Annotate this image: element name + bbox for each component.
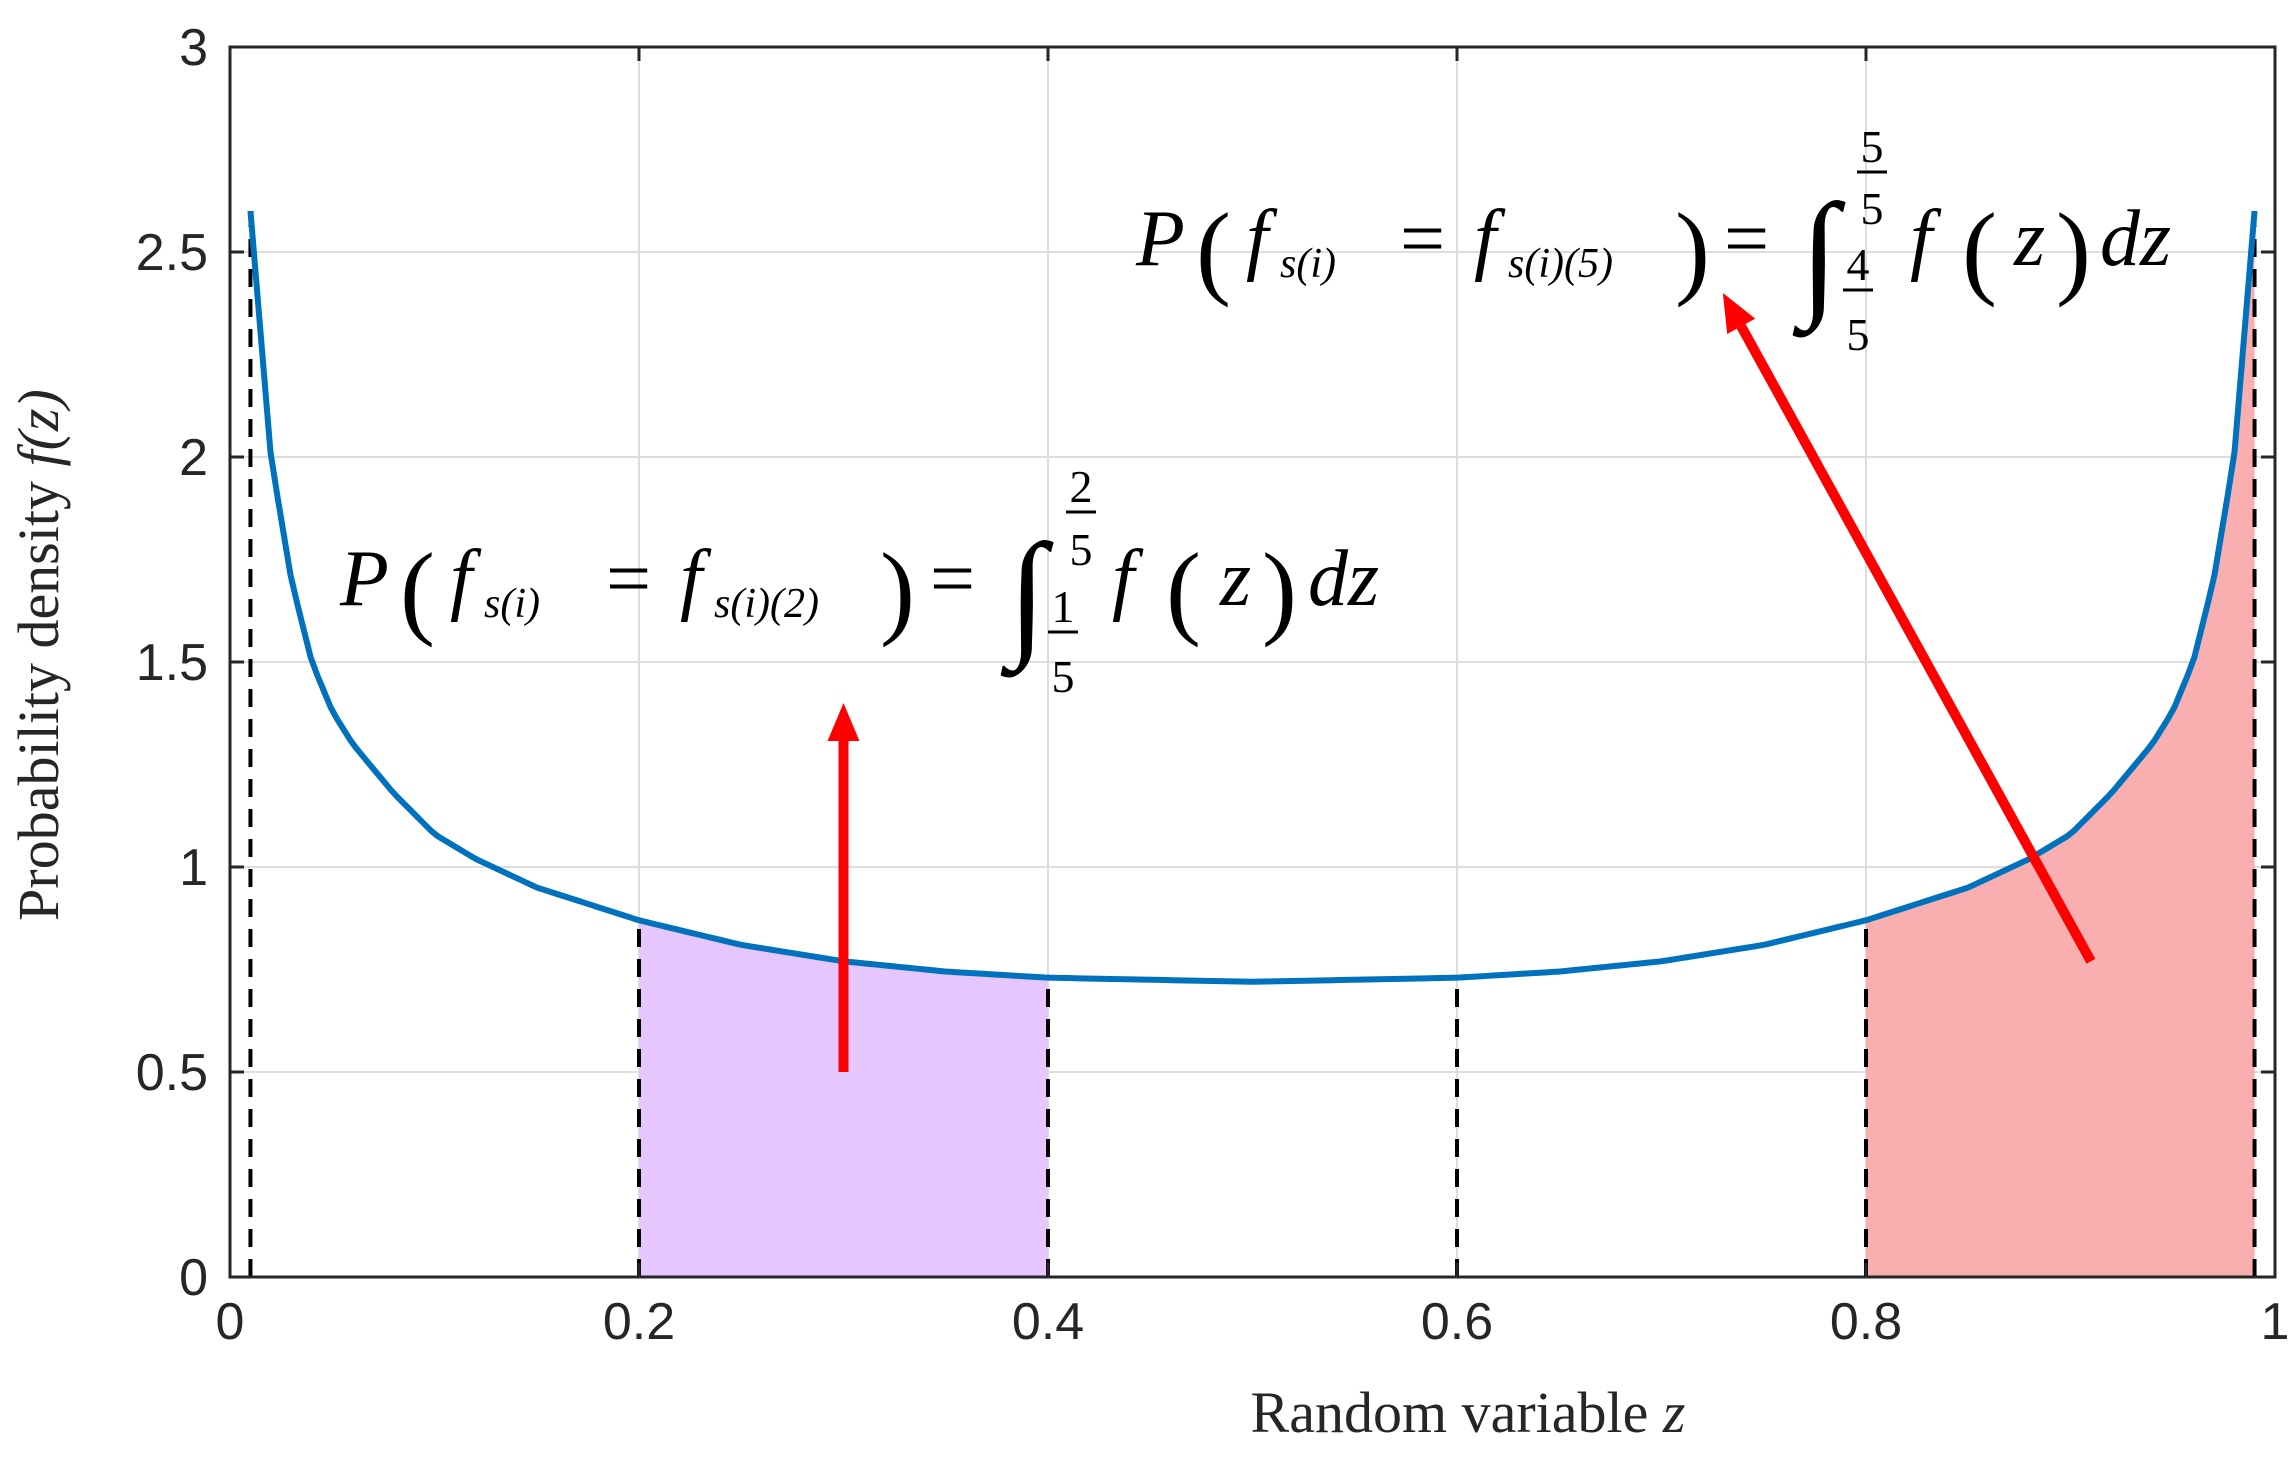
y-axis-label-fn: f(z) bbox=[6, 389, 71, 466]
eq2-lower-den: 5 bbox=[1847, 309, 1870, 360]
eq1-dz: dz bbox=[1308, 535, 1379, 623]
y-axis-label: Probability density f(z) bbox=[6, 389, 71, 921]
x-tick-label: 0.2 bbox=[603, 1293, 675, 1351]
x-tick-label: 0.6 bbox=[1421, 1293, 1493, 1351]
eq2-var: z bbox=[2013, 195, 2045, 283]
x-axis-label: Random variable z bbox=[1251, 1380, 1686, 1445]
y-tick-label: 2.5 bbox=[136, 224, 208, 282]
eq1-var: z bbox=[1219, 535, 1251, 623]
y-tick-label: 3 bbox=[179, 19, 208, 77]
x-tick-label: 0.8 bbox=[1830, 1293, 1902, 1351]
vertical-dashed-lines bbox=[248, 211, 2257, 1277]
shaded-regions bbox=[639, 211, 2255, 1277]
eq2-rhs-sub: s(i)(5) bbox=[1508, 241, 1613, 287]
grid-lines bbox=[230, 47, 2275, 1277]
eq1-prob: P bbox=[339, 535, 389, 623]
eq1-eq2: = bbox=[930, 535, 975, 623]
eq1-paren-close: ) bbox=[880, 531, 915, 648]
density-curve-line bbox=[247, 210, 2258, 985]
tick-labels: 0 0.2 0.4 0.6 0.8 1 0 0.5 1 1.5 2 2.5 3 bbox=[136, 19, 2290, 1351]
eq1-paren2-close: ) bbox=[1262, 531, 1297, 648]
y-tick-label: 1 bbox=[179, 839, 208, 897]
eq1-eq: = bbox=[606, 535, 651, 623]
eq1-rhs-sub: s(i)(2) bbox=[714, 581, 819, 627]
eq2-integral-icon: ∫ bbox=[1792, 176, 1846, 338]
eq2-paren-open: ( bbox=[1196, 191, 1231, 308]
x-tick-label: 0.4 bbox=[1012, 1293, 1084, 1351]
annotation-arrows bbox=[827, 293, 2096, 1072]
y-tick-label: 0.5 bbox=[136, 1044, 208, 1102]
eq1-paren-open: ( bbox=[400, 531, 435, 648]
x-axis-label-text: Random variable bbox=[1251, 1380, 1649, 1445]
eq2-eq: = bbox=[1400, 195, 1445, 283]
eq1-lhs-sub: s(i) bbox=[484, 581, 540, 627]
x-axis-label-var: z bbox=[1662, 1380, 1686, 1445]
eq2-upper-num: 5 bbox=[1861, 121, 1884, 172]
eq2-upper-den: 5 bbox=[1861, 183, 1884, 234]
annotation-arrow-2-head bbox=[1722, 293, 1756, 335]
eq1-lower-num: 1 bbox=[1052, 581, 1075, 632]
eq1-upper-num: 2 bbox=[1070, 461, 1093, 512]
annotation-arrow-1-head bbox=[827, 703, 860, 741]
eq2-paren2-open: ( bbox=[1962, 191, 1997, 308]
y-axis-label-text: Probability density bbox=[6, 481, 71, 921]
eq1-paren2-open: ( bbox=[1166, 531, 1201, 648]
eq2-eq2: = bbox=[1724, 195, 1769, 283]
eq2-lhs-sub: s(i) bbox=[1280, 241, 1336, 287]
x-tick-label: 1 bbox=[2261, 1293, 2290, 1351]
y-tick-label: 1.5 bbox=[136, 634, 208, 692]
eq2-prob: P bbox=[1135, 195, 1185, 283]
x-tick-label: 0 bbox=[216, 1293, 245, 1351]
annotation-arrow-2-shaft bbox=[1736, 323, 2096, 964]
shaded-region-2 bbox=[1866, 211, 2255, 1277]
shaded-region-1 bbox=[639, 920, 1048, 1277]
eq2-paren2-close: ) bbox=[2056, 191, 2091, 308]
eq1-lower-den: 5 bbox=[1052, 651, 1075, 702]
y-tick-label: 0 bbox=[179, 1249, 208, 1307]
eq1-integral-icon: ∫ bbox=[1000, 516, 1054, 678]
y-tick-label: 2 bbox=[179, 429, 208, 487]
eq2-lower-num: 4 bbox=[1847, 239, 1870, 290]
eq2-dz: dz bbox=[2100, 195, 2171, 283]
density-curve bbox=[247, 210, 2258, 985]
eq1-upper-den: 5 bbox=[1070, 524, 1093, 575]
eq2-paren-close: ) bbox=[1675, 191, 1710, 308]
plot-axes bbox=[228, 45, 2277, 1279]
